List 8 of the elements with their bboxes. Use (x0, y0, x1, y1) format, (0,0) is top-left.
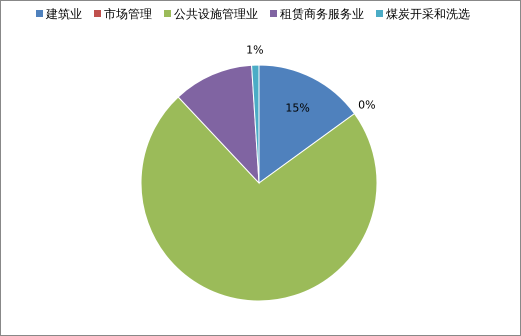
data-label: 15% (285, 101, 310, 114)
text: 0% (358, 98, 376, 112)
data-label: 1% (246, 44, 264, 57)
legend-label: 煤炭开采和洗选 (386, 7, 470, 21)
legend-label: 公共设施管理业 (174, 7, 258, 21)
legend-label: 建筑业 (45, 7, 82, 21)
legend-label: 市场管理 (104, 7, 152, 21)
legend-label: 租赁商务服务业 (280, 7, 364, 21)
